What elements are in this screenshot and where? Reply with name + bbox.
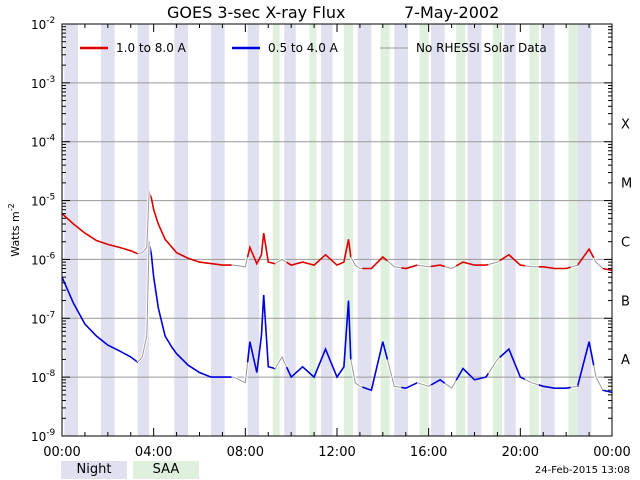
chart-date: 7-May-2002 — [404, 3, 499, 22]
flare-class-a: A — [621, 353, 630, 368]
saa-band — [568, 24, 578, 436]
night-band — [174, 24, 189, 436]
saa-band — [272, 24, 280, 436]
night-legend-box: Night — [61, 461, 127, 479]
no-rhessi-data-segment — [386, 359, 402, 388]
gap-mask — [592, 365, 605, 391]
x-tick-label: 16:00 — [410, 445, 447, 460]
no-rhessi-data-segment — [524, 378, 539, 386]
x-tick-label: 00:00 — [43, 445, 80, 460]
saa-band — [309, 24, 317, 436]
generation-timestamp: 24-Feb-2015 13:08 — [534, 465, 630, 476]
flare-class-labels: A B C M X — [621, 118, 632, 368]
no-rhessi-data-segment — [274, 355, 288, 369]
y-tick-label: 10-5 — [31, 193, 55, 209]
y-axis-label-text: Watts m — [9, 211, 22, 256]
saa-band — [343, 24, 354, 436]
x-tick-label: 08:00 — [227, 445, 264, 460]
no-rhessi-data-segment — [488, 260, 500, 265]
legend-label: 1.0 to 8.0 A — [116, 41, 187, 55]
y-tick-label: 10-6 — [31, 251, 56, 267]
no-rhessi-data-segment — [593, 365, 604, 391]
night-band — [210, 24, 225, 436]
saa-legend-box: SAA — [133, 461, 199, 479]
y-tick-label: 10-9 — [31, 428, 56, 444]
saa-band — [492, 24, 502, 436]
y-axis-label: Watts m-2 — [7, 203, 22, 256]
no-rhessi-data-segment — [417, 382, 432, 387]
no-rhessi-data-segment — [417, 264, 432, 268]
y-axis-label-exp: -2 — [7, 203, 16, 211]
no-rhessi-data-segment — [231, 256, 249, 268]
saa-band — [529, 24, 539, 436]
night-band — [577, 24, 592, 436]
y-tick-label: 10-4 — [31, 134, 56, 150]
night-band — [467, 24, 482, 436]
legend-label: 0.5 to 4.0 A — [268, 41, 339, 55]
night-band — [284, 24, 296, 436]
night-band — [64, 24, 79, 436]
x-tick-label: 04:00 — [135, 445, 172, 460]
night-band — [540, 24, 555, 436]
no-rhessi-data-segment — [350, 359, 363, 388]
flare-class-m: M — [621, 177, 632, 192]
night-band — [320, 24, 333, 436]
series-legend: 1.0 to 8.0 A 0.5 to 4.0 A No RHESSI Solar … — [80, 41, 547, 55]
night-band — [430, 24, 445, 436]
no-data-segments — [136, 191, 605, 391]
saa-band — [419, 24, 429, 436]
no-rhessi-data-segment — [524, 265, 539, 268]
night-band — [357, 24, 372, 436]
x-tick-label: 12:00 — [318, 445, 355, 460]
y-tick-label: 10-8 — [31, 369, 56, 385]
saa-band — [380, 24, 390, 436]
night-saa-bands — [64, 24, 592, 436]
y-tick-label: 10-3 — [31, 75, 55, 91]
no-rhessi-data-segment — [444, 265, 457, 270]
flare-class-b: B — [621, 294, 630, 309]
night-band — [504, 24, 516, 436]
night-band — [100, 24, 115, 436]
no-rhessi-data-segment — [274, 258, 287, 265]
no-rhessi-data-segment — [593, 257, 604, 269]
no-rhessi-data-segment — [487, 357, 501, 374]
chart-title: GOES 3-sec X-ray Flux — [167, 3, 346, 22]
night-band — [394, 24, 409, 436]
x-tick-label: 00:00 — [593, 445, 630, 460]
x-axis-ticks: 00:00 04:00 08:00 12:00 16:00 20:00 00:00 — [43, 24, 631, 460]
no-rhessi-data-segment — [570, 264, 578, 268]
y-axis-ticks: 10-9 10-8 10-7 10-6 10-5 10-4 10-3 10-2 — [31, 16, 612, 444]
no-rhessi-data-segment — [137, 191, 150, 255]
no-rhessi-data-segment — [444, 380, 457, 389]
x-tick-label: 20:00 — [502, 445, 539, 460]
no-rhessi-data-segment — [387, 260, 402, 269]
flare-class-x: X — [621, 118, 630, 133]
flare-class-c: C — [621, 235, 630, 250]
saa-band — [456, 24, 466, 436]
no-rhessi-data-segment — [350, 256, 363, 269]
no-rhessi-data-segment — [231, 362, 249, 384]
legend-label: No RHESSI Solar Data — [416, 41, 547, 55]
y-tick-label: 10-2 — [31, 16, 55, 32]
no-rhessi-data-segment — [137, 241, 150, 363]
night-band — [137, 24, 150, 436]
y-tick-label: 10-7 — [31, 310, 55, 326]
no-rhessi-data-segment — [570, 385, 578, 388]
night-band — [247, 24, 260, 436]
